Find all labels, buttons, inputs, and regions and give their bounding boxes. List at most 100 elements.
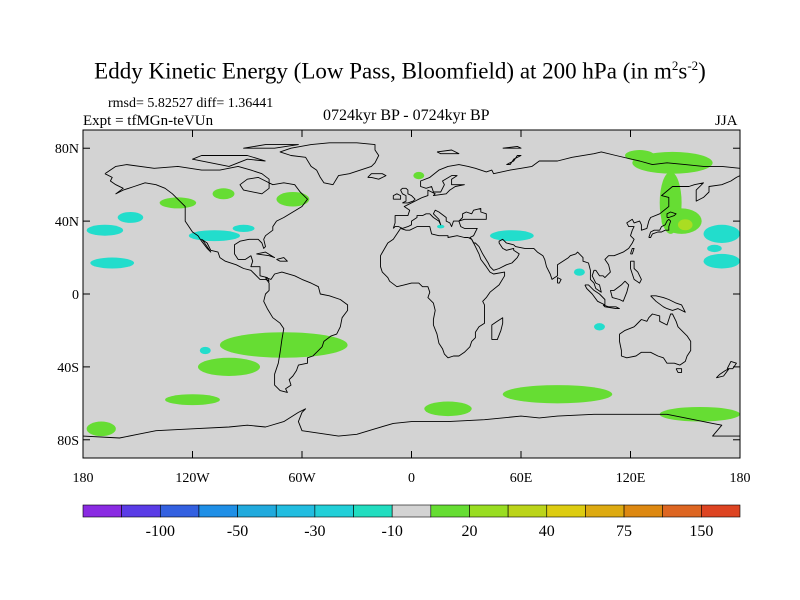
colorbar-label: -50: [227, 523, 248, 540]
colorbar-label: 150: [689, 523, 713, 540]
anomaly-region-pos: [424, 401, 472, 417]
period-label: 0724kyr BP - 0724kyr BP: [323, 107, 490, 124]
anomaly-region-mid: [677, 219, 693, 231]
colorbar-label: 75: [616, 523, 632, 540]
coastline: [400, 187, 416, 204]
colorbar-swatch: [623, 504, 664, 518]
colorbar-swatch: [430, 504, 470, 518]
coastline: [557, 277, 562, 284]
anomaly-region-neg: [117, 212, 144, 223]
colorbar-swatch: [662, 504, 702, 518]
coastline: [630, 260, 642, 284]
lon-tick-label: 0: [408, 471, 415, 486]
anomaly-region-pos: [625, 150, 655, 161]
anomaly-region-pos: [165, 394, 220, 406]
anomaly-region-neg: [489, 230, 534, 242]
colorbar-swatch: [198, 504, 238, 518]
anomaly-region-pos: [159, 197, 197, 209]
anomaly-region-neg: [703, 224, 740, 243]
anomaly-region-pos: [502, 385, 613, 404]
coastline: [83, 408, 740, 439]
coastline: [392, 193, 402, 200]
coastline: [726, 360, 737, 370]
lat-tick-label: 40N: [55, 215, 79, 230]
colorbar-swatch: [391, 504, 432, 518]
anomaly-region-neg: [199, 346, 211, 355]
anomaly-region-neg: [90, 257, 135, 269]
colorbar-swatch: [353, 504, 393, 518]
coastline: [675, 368, 683, 373]
coastline: [630, 247, 635, 255]
colorbar-swatch: [275, 504, 316, 518]
lon-tick-label: 60W: [288, 471, 316, 486]
map-background: [83, 130, 740, 458]
coastline: [619, 313, 692, 366]
coastline: [666, 211, 677, 218]
season-label: JJA: [715, 113, 738, 129]
anomaly-region-neg: [594, 323, 605, 331]
lon-tick-label: 180: [730, 471, 751, 486]
experiment-label: Expt = tfMGn-teVUn: [83, 113, 214, 129]
coastline: [263, 271, 349, 393]
anomaly-region-neg: [232, 224, 255, 233]
coastline: [609, 280, 630, 302]
coastline: [491, 317, 504, 341]
coastline: [256, 251, 276, 259]
anomaly-region-neg: [188, 230, 240, 242]
anomaly-region-neg: [573, 268, 585, 276]
colorbar-label: 40: [539, 523, 555, 540]
colorbar-label: -10: [382, 523, 403, 540]
lon-tick-label: 60E: [510, 471, 533, 486]
colorbar-swatch: [546, 504, 586, 518]
coastline: [650, 295, 686, 313]
lat-tick-label: 40S: [57, 361, 79, 376]
coastline: [279, 142, 380, 186]
colorbar-swatch: [507, 504, 548, 518]
colorbar-swatch: [237, 504, 277, 518]
coastline: [715, 368, 730, 379]
lon-tick-label: 120W: [175, 471, 210, 486]
colorbar-label: -100: [146, 523, 175, 540]
colorbar-swatch: [585, 504, 625, 518]
coastline: [392, 151, 740, 229]
coastline: [506, 155, 522, 166]
plot-title: Eddy Kinetic Energy (Low Pass, Bloomfiel…: [94, 58, 706, 84]
coastline: [436, 149, 460, 155]
coastline: [276, 257, 288, 262]
colorbar-label: 20: [461, 523, 477, 540]
coastline: [192, 155, 266, 167]
coastline: [380, 226, 506, 359]
axis-ticks: 80N 40N 0 40S 80S 180 120W 60W 0 60E 120E 180: [55, 130, 751, 486]
coastline: [392, 175, 740, 293]
anomaly-region-pos: [219, 332, 348, 358]
anomaly-region-neg: [86, 224, 124, 236]
lon-tick-label: 180: [73, 471, 94, 486]
anomaly-region-neg: [707, 244, 722, 253]
anomaly-region-neg: [703, 253, 740, 269]
coastline: [367, 173, 387, 180]
colorbar-swatch: [469, 504, 509, 518]
lat-tick-label: 0: [72, 288, 79, 303]
coastlines: [83, 142, 740, 439]
colorbar-swatch: [159, 504, 200, 518]
anomaly-region-neg: [437, 224, 445, 229]
colorbar-swatch: [701, 504, 741, 518]
stats-label: rmsd= 5.82527 diff= 1.36441: [108, 96, 274, 111]
anomaly-contours: [86, 150, 740, 437]
colorbar-swatch: [82, 504, 122, 518]
lon-tick-label: 120E: [616, 471, 646, 486]
colorbar-swatch: [314, 504, 354, 518]
colorbar: -100 -50 -30 -10 20 40 75 150: [82, 504, 741, 540]
colorbar-label: -30: [304, 523, 325, 540]
coastline: [584, 284, 606, 306]
anomaly-region-pos: [86, 421, 116, 437]
coastline: [104, 164, 308, 282]
coastline: [502, 145, 522, 149]
lat-tick-label: 80N: [55, 142, 79, 157]
coastline: [243, 144, 299, 149]
anomaly-region-pos: [659, 406, 740, 422]
lat-tick-label: 80S: [57, 434, 79, 449]
coastline: [648, 218, 672, 238]
anomaly-region-pos: [276, 191, 310, 207]
